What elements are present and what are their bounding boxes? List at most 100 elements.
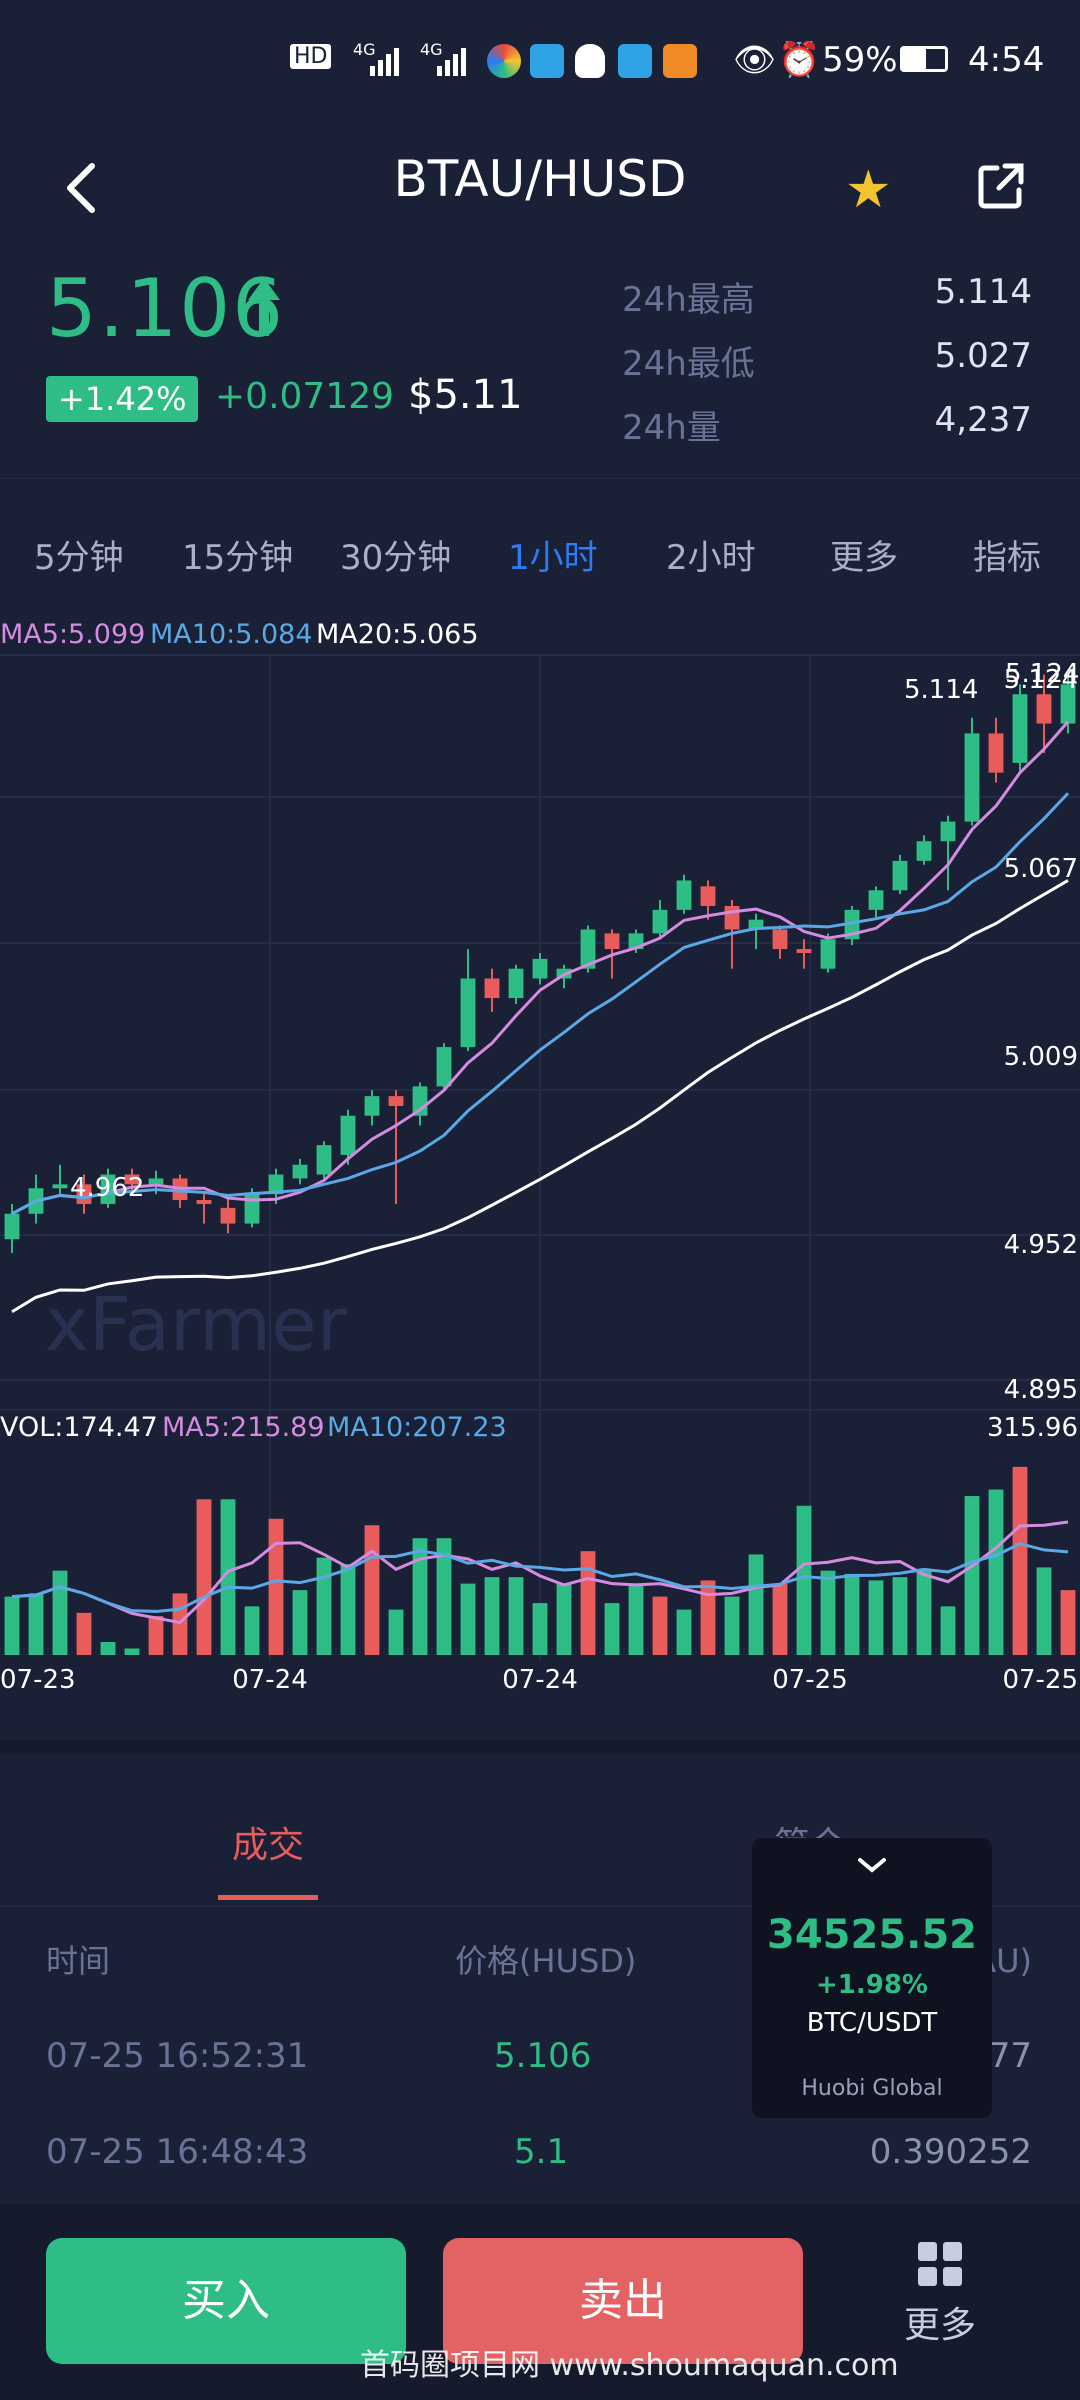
volume-bar bbox=[772, 1583, 788, 1655]
price-axis-label: 4.952 bbox=[1004, 1230, 1078, 1260]
volume-bar bbox=[868, 1580, 884, 1655]
buy-button[interactable]: 买入 bbox=[46, 2238, 406, 2364]
volume-bar bbox=[316, 1557, 332, 1655]
candle bbox=[196, 1200, 212, 1204]
tab-2hour[interactable]: 2小时 bbox=[666, 538, 756, 578]
candle bbox=[772, 929, 788, 950]
price-axis-label: 5.009 bbox=[1004, 1042, 1078, 1072]
volume-bar bbox=[652, 1596, 668, 1655]
candle bbox=[508, 968, 524, 999]
tab-trades[interactable]: 成交 bbox=[232, 1825, 305, 1866]
ma-lines-group bbox=[11, 720, 1070, 1314]
sell-button[interactable]: 卖出 bbox=[443, 2238, 803, 2364]
tab-30min[interactable]: 30分钟 bbox=[340, 538, 452, 578]
floating-price-widget[interactable]: 34525.52 +1.98% BTC/USDT Huobi Global bbox=[752, 1838, 992, 2118]
trade-amount: 0.390252 bbox=[869, 2132, 1032, 2172]
hd-icon: HD bbox=[290, 44, 332, 69]
alarm-icon: ⏰ bbox=[778, 40, 821, 80]
footer-watermark: 首码圈项目网 www.shoumaquan.com bbox=[360, 2348, 899, 2383]
qq-icon bbox=[575, 44, 605, 78]
candle bbox=[700, 886, 716, 906]
signal-icon bbox=[370, 48, 399, 76]
last-price: 5.106 bbox=[46, 262, 286, 355]
tab-more[interactable]: 更多 bbox=[830, 538, 898, 578]
tab-15min[interactable]: 15分钟 bbox=[182, 538, 294, 578]
volume-bar bbox=[844, 1573, 860, 1655]
volume-bar bbox=[508, 1577, 524, 1655]
volume-bar bbox=[292, 1590, 308, 1655]
x-axis-label: 07-24 bbox=[502, 1665, 578, 1695]
candles-group bbox=[4, 674, 1076, 1253]
trade-time: 07-25 16:48:43 bbox=[46, 2132, 309, 2172]
candle bbox=[748, 919, 764, 930]
volume-bar bbox=[412, 1538, 428, 1655]
volume-bar bbox=[76, 1612, 92, 1655]
candle bbox=[148, 1178, 164, 1185]
app-icon bbox=[530, 44, 564, 78]
stat-value-low: 5.027 bbox=[934, 336, 1032, 376]
volume-bar bbox=[1036, 1567, 1052, 1655]
candle bbox=[1036, 694, 1052, 724]
back-icon[interactable] bbox=[60, 160, 104, 216]
candle bbox=[868, 890, 884, 910]
tab-5min[interactable]: 5分钟 bbox=[34, 538, 124, 578]
volume-bar bbox=[988, 1489, 1004, 1655]
app-icon bbox=[487, 44, 521, 78]
usd-price: $5.11 bbox=[408, 372, 523, 418]
signal-label-1: 4G bbox=[353, 40, 376, 59]
chart-watermark: xFarmer bbox=[45, 1282, 348, 1368]
volume-bar bbox=[916, 1570, 932, 1655]
volume-bar bbox=[220, 1499, 236, 1655]
candle bbox=[1012, 694, 1028, 763]
low-annotation: 4.962 bbox=[70, 1173, 144, 1203]
candle bbox=[820, 939, 836, 969]
candle bbox=[100, 1174, 116, 1204]
chart-grid bbox=[0, 654, 1080, 1660]
candle bbox=[892, 860, 908, 891]
change-percent-badge: +1.42% bbox=[46, 376, 199, 422]
candle bbox=[604, 933, 620, 950]
vol-ma5-line bbox=[11, 1520, 1069, 1625]
volume-bar bbox=[484, 1577, 500, 1655]
candle bbox=[460, 978, 476, 1048]
candle bbox=[1060, 684, 1076, 724]
divider bbox=[0, 1906, 1080, 1907]
trade-price: 5.1 bbox=[514, 2132, 569, 2172]
price-axis-label: 5.124 bbox=[1004, 665, 1078, 695]
volume-bar bbox=[748, 1554, 764, 1655]
candle bbox=[124, 1174, 140, 1185]
x-axis-label: 07-24 bbox=[232, 1665, 308, 1695]
candlestick-chart[interactable]: xFarmer MA5:5.099 MA10:5.084 MA20:5.065 … bbox=[0, 610, 1080, 1700]
chevron-down-icon[interactable] bbox=[856, 1856, 888, 1876]
page-title: BTAU/HUSD bbox=[393, 150, 687, 208]
high-annotation: 5.114 bbox=[904, 675, 978, 705]
grid-icon bbox=[918, 2242, 962, 2286]
tab-indicators[interactable]: 指标 bbox=[973, 538, 1041, 578]
more-button[interactable]: 更多 bbox=[880, 2242, 1000, 2348]
volume-bar bbox=[364, 1525, 380, 1655]
ma10-legend: MA10:5.084 bbox=[150, 619, 313, 650]
battery-percent: 59% bbox=[822, 40, 898, 80]
change-absolute: +0.07129 bbox=[215, 376, 395, 417]
volume-bar bbox=[436, 1538, 452, 1655]
tab-1hour[interactable]: 1小时 bbox=[508, 538, 598, 578]
share-icon[interactable] bbox=[975, 160, 1027, 212]
active-tab-indicator bbox=[218, 1895, 318, 1900]
signal-icon bbox=[437, 48, 466, 76]
widget-pair: BTC/USDT bbox=[806, 2008, 938, 2038]
x-axis-label: 07-25 bbox=[772, 1665, 848, 1695]
volume-bar bbox=[940, 1606, 956, 1655]
signal-label-2: 4G bbox=[420, 40, 443, 59]
volume-bar bbox=[388, 1609, 404, 1655]
candle bbox=[940, 821, 956, 842]
volume-bar bbox=[148, 1616, 164, 1655]
volume-bar bbox=[796, 1505, 812, 1655]
stat-label-high: 24h最高 bbox=[622, 280, 755, 320]
vol-ma5-legend: MA5:215.89 bbox=[162, 1412, 325, 1443]
favorite-star-icon[interactable]: ★ bbox=[845, 160, 892, 220]
clock: 4:54 bbox=[968, 40, 1045, 80]
stat-value-volume: 4,237 bbox=[934, 400, 1032, 440]
divider bbox=[0, 478, 1080, 479]
status-bar: HD 4G 4G 👁 ⏰ 59% 4:54 bbox=[0, 40, 1080, 120]
legend-group: MA5:5.099 MA10:5.084 MA20:5.065 VOL:174.… bbox=[0, 619, 507, 1443]
